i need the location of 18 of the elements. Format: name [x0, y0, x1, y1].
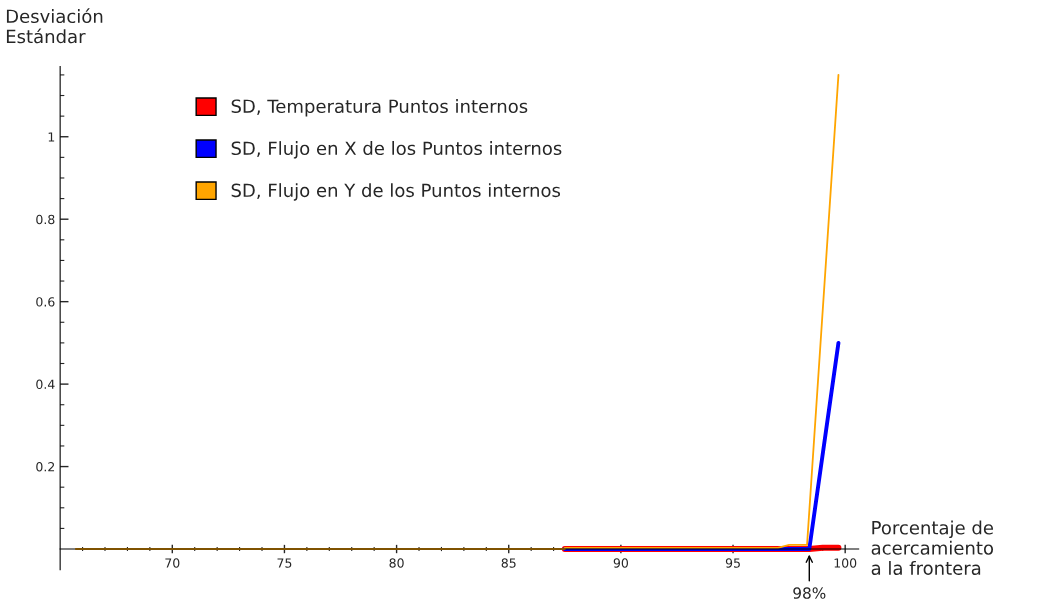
legend-label: SD, Flujo en X de los Puntos internos — [231, 141, 562, 159]
annotation: 98% — [793, 587, 826, 599]
y-axis-title: Desviación Estándar — [6, 8, 103, 44]
x-tick-label: 95 — [725, 558, 740, 568]
legend-label: SD, Flujo en Y de los Puntos internos — [231, 183, 561, 201]
x-tick-label: 90 — [613, 558, 629, 568]
x-tick-label: 75 — [277, 558, 292, 568]
y-tick-label: 0.4 — [36, 379, 55, 390]
x-tick-label: 100 — [834, 558, 857, 568]
y-tick-label: 0.8 — [36, 214, 55, 225]
legend-label: SD, Temperatura Puntos internos — [231, 99, 528, 117]
x-tick-label: 80 — [389, 558, 404, 568]
x-tick-label: 70 — [165, 558, 180, 568]
x-axis-title: Porcentaje de acercamiento a la frontera — [871, 520, 994, 575]
y-tick-label: 0.2 — [36, 462, 55, 472]
y-tick-label: 1 — [48, 132, 55, 142]
x-tick-label: 85 — [501, 558, 516, 568]
y-tick-label: 0.6 — [36, 297, 55, 307]
